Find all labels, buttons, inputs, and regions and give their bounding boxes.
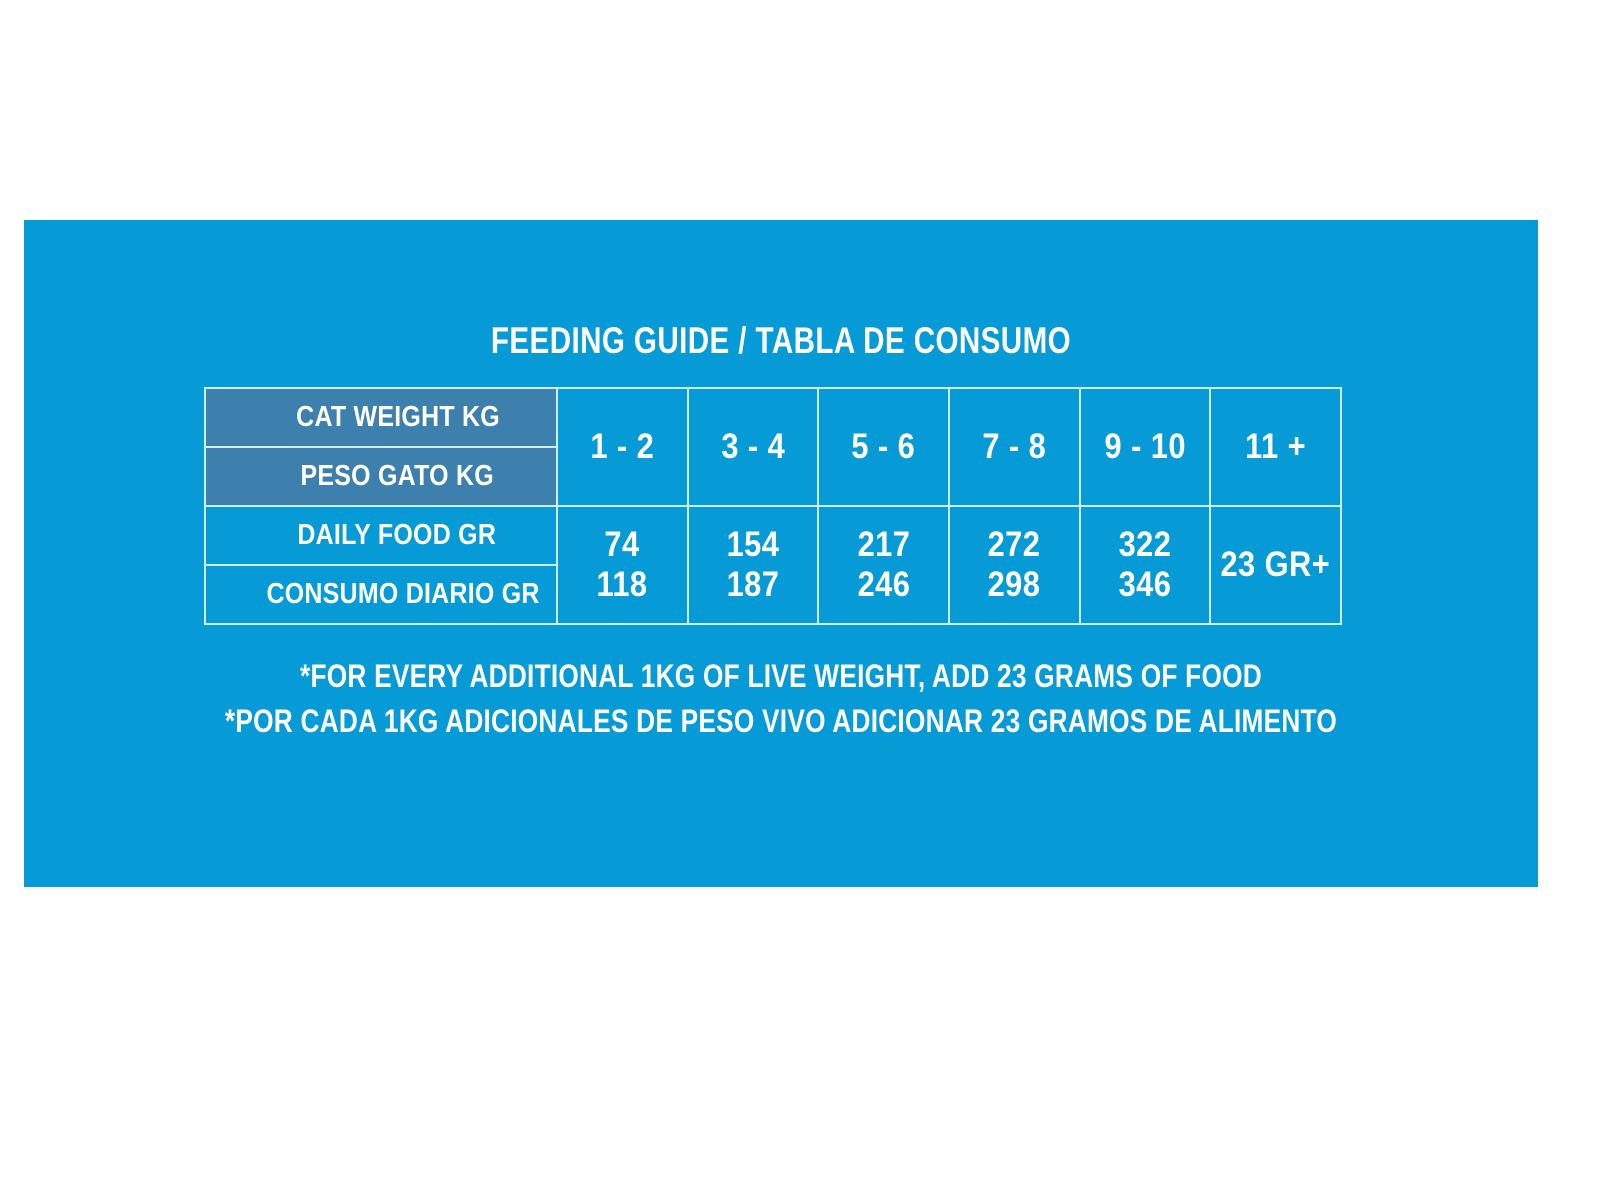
feeding-table-container: CAT WEIGHT KG 1 - 2 3 - 4 5 - 6 7 - 8 9 … [204, 387, 1342, 625]
daily-food-1-min: 74 [604, 525, 640, 565]
daily-food-cell-5: 322 346 [1078, 505, 1212, 625]
row-label-cat-weight-kg: CAT WEIGHT KG [204, 387, 558, 448]
daily-food-cell-extra: 23 GR+ [1209, 505, 1342, 625]
daily-food-4-group: 272 298 [988, 525, 1041, 605]
daily-food-5-max: 346 [1118, 565, 1172, 604]
daily-food-4-min: 272 [987, 525, 1041, 565]
row-label-consumo-diario-gr-text: CONSUMO DIARIO GR [266, 578, 540, 610]
feeding-table: CAT WEIGHT KG 1 - 2 3 - 4 5 - 6 7 - 8 9 … [204, 387, 1342, 625]
daily-food-1-group: 74 118 [597, 525, 648, 605]
daily-food-extra-text: 23 GR+ [1220, 545, 1331, 584]
daily-food-3-group: 217 246 [857, 525, 910, 605]
weight-range-cell-4: 7 - 8 [947, 387, 1081, 507]
row-label-peso-gato-kg: PESO GATO KG [204, 446, 558, 507]
daily-food-4-max: 298 [987, 565, 1041, 604]
weight-range-cell-5: 9 - 10 [1078, 387, 1212, 507]
row-label-daily-food-gr: DAILY FOOD GR [204, 505, 558, 566]
daily-food-cell-1: 74 118 [556, 505, 689, 625]
daily-food-2-max: 187 [726, 565, 780, 604]
daily-food-2-group: 154 187 [727, 525, 780, 605]
daily-food-2-min: 154 [726, 525, 780, 565]
daily-food-5-group: 322 346 [1119, 525, 1172, 605]
weight-range-cell-1: 1 - 2 [556, 387, 689, 507]
table-row-weight-es: PESO GATO KG [204, 446, 1341, 507]
row-label-cat-weight-kg-text: CAT WEIGHT KG [295, 401, 500, 433]
footnotes: *FOR EVERY ADDITIONAL 1KG OF LIVE WEIGHT… [24, 654, 1538, 745]
row-label-daily-food-gr-text: DAILY FOOD GR [297, 519, 497, 551]
table-row-food-es: CONSUMO DIARIO GR [204, 564, 1341, 625]
daily-food-5-min: 322 [1118, 525, 1172, 565]
weight-range-4-text: 7 - 8 [982, 427, 1047, 466]
weight-range-1-text: 1 - 2 [590, 427, 655, 466]
daily-food-cell-4: 272 298 [947, 505, 1081, 625]
footnote-english: *FOR EVERY ADDITIONAL 1KG OF LIVE WEIGHT… [300, 658, 1262, 694]
weight-range-5-text: 9 - 10 [1104, 427, 1186, 466]
table-row-food-en: DAILY FOOD GR 74 118 154 187 [204, 505, 1342, 625]
daily-food-3-max: 246 [857, 565, 910, 604]
weight-range-3-text: 5 - 6 [851, 427, 916, 466]
row-label-peso-gato-kg-text: PESO GATO KG [300, 460, 494, 492]
footnote-spanish: *POR CADA 1KG ADICIONALES DE PESO VIVO A… [224, 703, 1338, 740]
daily-food-1-max: 118 [596, 565, 648, 604]
page-title: FEEDING GUIDE / TABLA DE CONSUMO [490, 320, 1072, 361]
daily-food-3-min: 217 [857, 525, 910, 565]
weight-range-cell-2: 3 - 4 [686, 387, 820, 507]
daily-food-cell-2: 154 187 [686, 505, 820, 625]
weight-range-cell-6: 11 + [1209, 387, 1342, 507]
weight-range-cell-3: 5 - 6 [817, 387, 950, 507]
table-row-weight-en: CAT WEIGHT KG 1 - 2 3 - 4 5 - 6 7 - 8 9 … [204, 387, 1342, 507]
weight-range-6-text: 11 + [1245, 427, 1307, 466]
blue-panel: FEEDING GUIDE / TABLA DE CONSUMO CAT WEI… [24, 220, 1538, 887]
daily-food-cell-3: 217 246 [817, 505, 950, 625]
row-label-consumo-diario-gr: CONSUMO DIARIO GR [204, 564, 558, 625]
weight-range-2-text: 3 - 4 [721, 427, 785, 466]
